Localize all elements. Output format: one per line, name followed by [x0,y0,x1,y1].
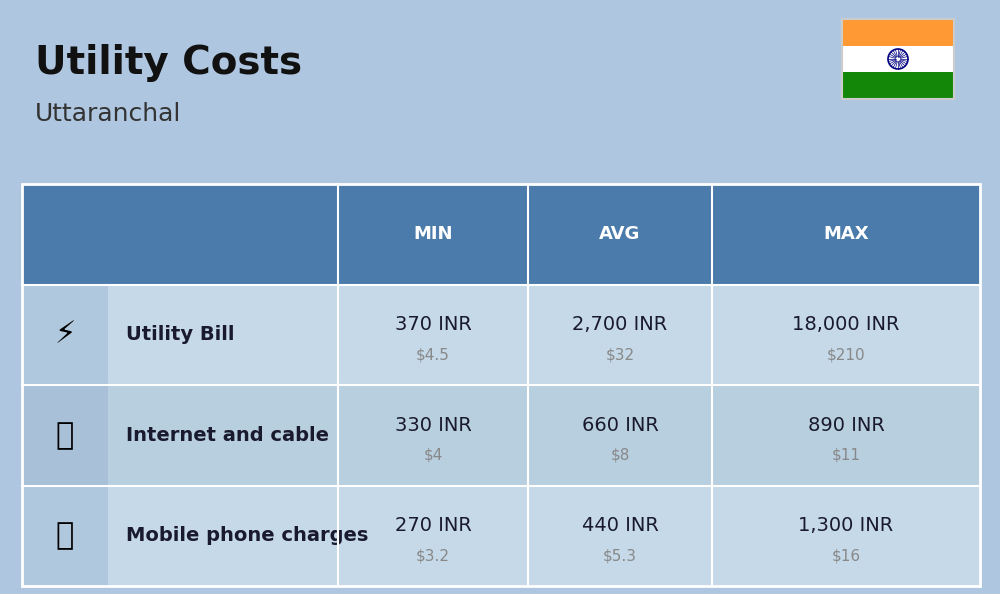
Text: 18,000 INR: 18,000 INR [792,315,900,334]
FancyBboxPatch shape [712,285,980,385]
Text: 📶: 📶 [56,421,74,450]
FancyBboxPatch shape [712,385,980,485]
Text: ⚡: ⚡ [54,320,76,349]
FancyBboxPatch shape [338,285,528,385]
Text: 440 INR: 440 INR [582,516,658,535]
FancyBboxPatch shape [842,72,954,99]
FancyBboxPatch shape [338,485,528,586]
FancyBboxPatch shape [712,485,980,586]
Text: 660 INR: 660 INR [582,416,658,435]
Text: 1,300 INR: 1,300 INR [798,516,894,535]
FancyBboxPatch shape [22,285,108,385]
FancyBboxPatch shape [108,385,338,485]
Text: $3.2: $3.2 [416,548,450,563]
Text: 📱: 📱 [56,522,74,550]
FancyBboxPatch shape [528,485,712,586]
Text: AVG: AVG [599,225,641,244]
Text: $4: $4 [423,448,443,463]
Text: Uttaranchal: Uttaranchal [35,102,181,126]
Text: 890 INR: 890 INR [808,416,884,435]
Text: Utility Bill: Utility Bill [126,326,234,345]
Text: Mobile phone charges: Mobile phone charges [126,526,368,545]
FancyBboxPatch shape [108,285,338,385]
Text: Internet and cable: Internet and cable [126,426,329,445]
Text: 330 INR: 330 INR [395,416,471,435]
FancyBboxPatch shape [842,46,954,72]
Text: 370 INR: 370 INR [395,315,471,334]
FancyBboxPatch shape [22,184,108,285]
FancyBboxPatch shape [712,184,980,285]
FancyBboxPatch shape [108,184,338,285]
FancyBboxPatch shape [22,485,108,586]
Text: $210: $210 [827,347,865,362]
FancyBboxPatch shape [338,385,528,485]
FancyBboxPatch shape [22,385,108,485]
Text: MAX: MAX [823,225,869,244]
Text: $11: $11 [832,448,861,463]
Text: $4.5: $4.5 [416,347,450,362]
Text: $32: $32 [605,347,635,362]
Text: Utility Costs: Utility Costs [35,44,302,82]
Text: $16: $16 [831,548,861,563]
Text: $8: $8 [610,448,630,463]
FancyBboxPatch shape [528,285,712,385]
Text: MIN: MIN [413,225,453,244]
FancyBboxPatch shape [842,19,954,46]
FancyBboxPatch shape [108,485,338,586]
Text: $5.3: $5.3 [603,548,637,563]
Text: 2,700 INR: 2,700 INR [572,315,668,334]
FancyBboxPatch shape [528,184,712,285]
FancyBboxPatch shape [528,385,712,485]
FancyBboxPatch shape [338,184,528,285]
Text: 270 INR: 270 INR [395,516,471,535]
